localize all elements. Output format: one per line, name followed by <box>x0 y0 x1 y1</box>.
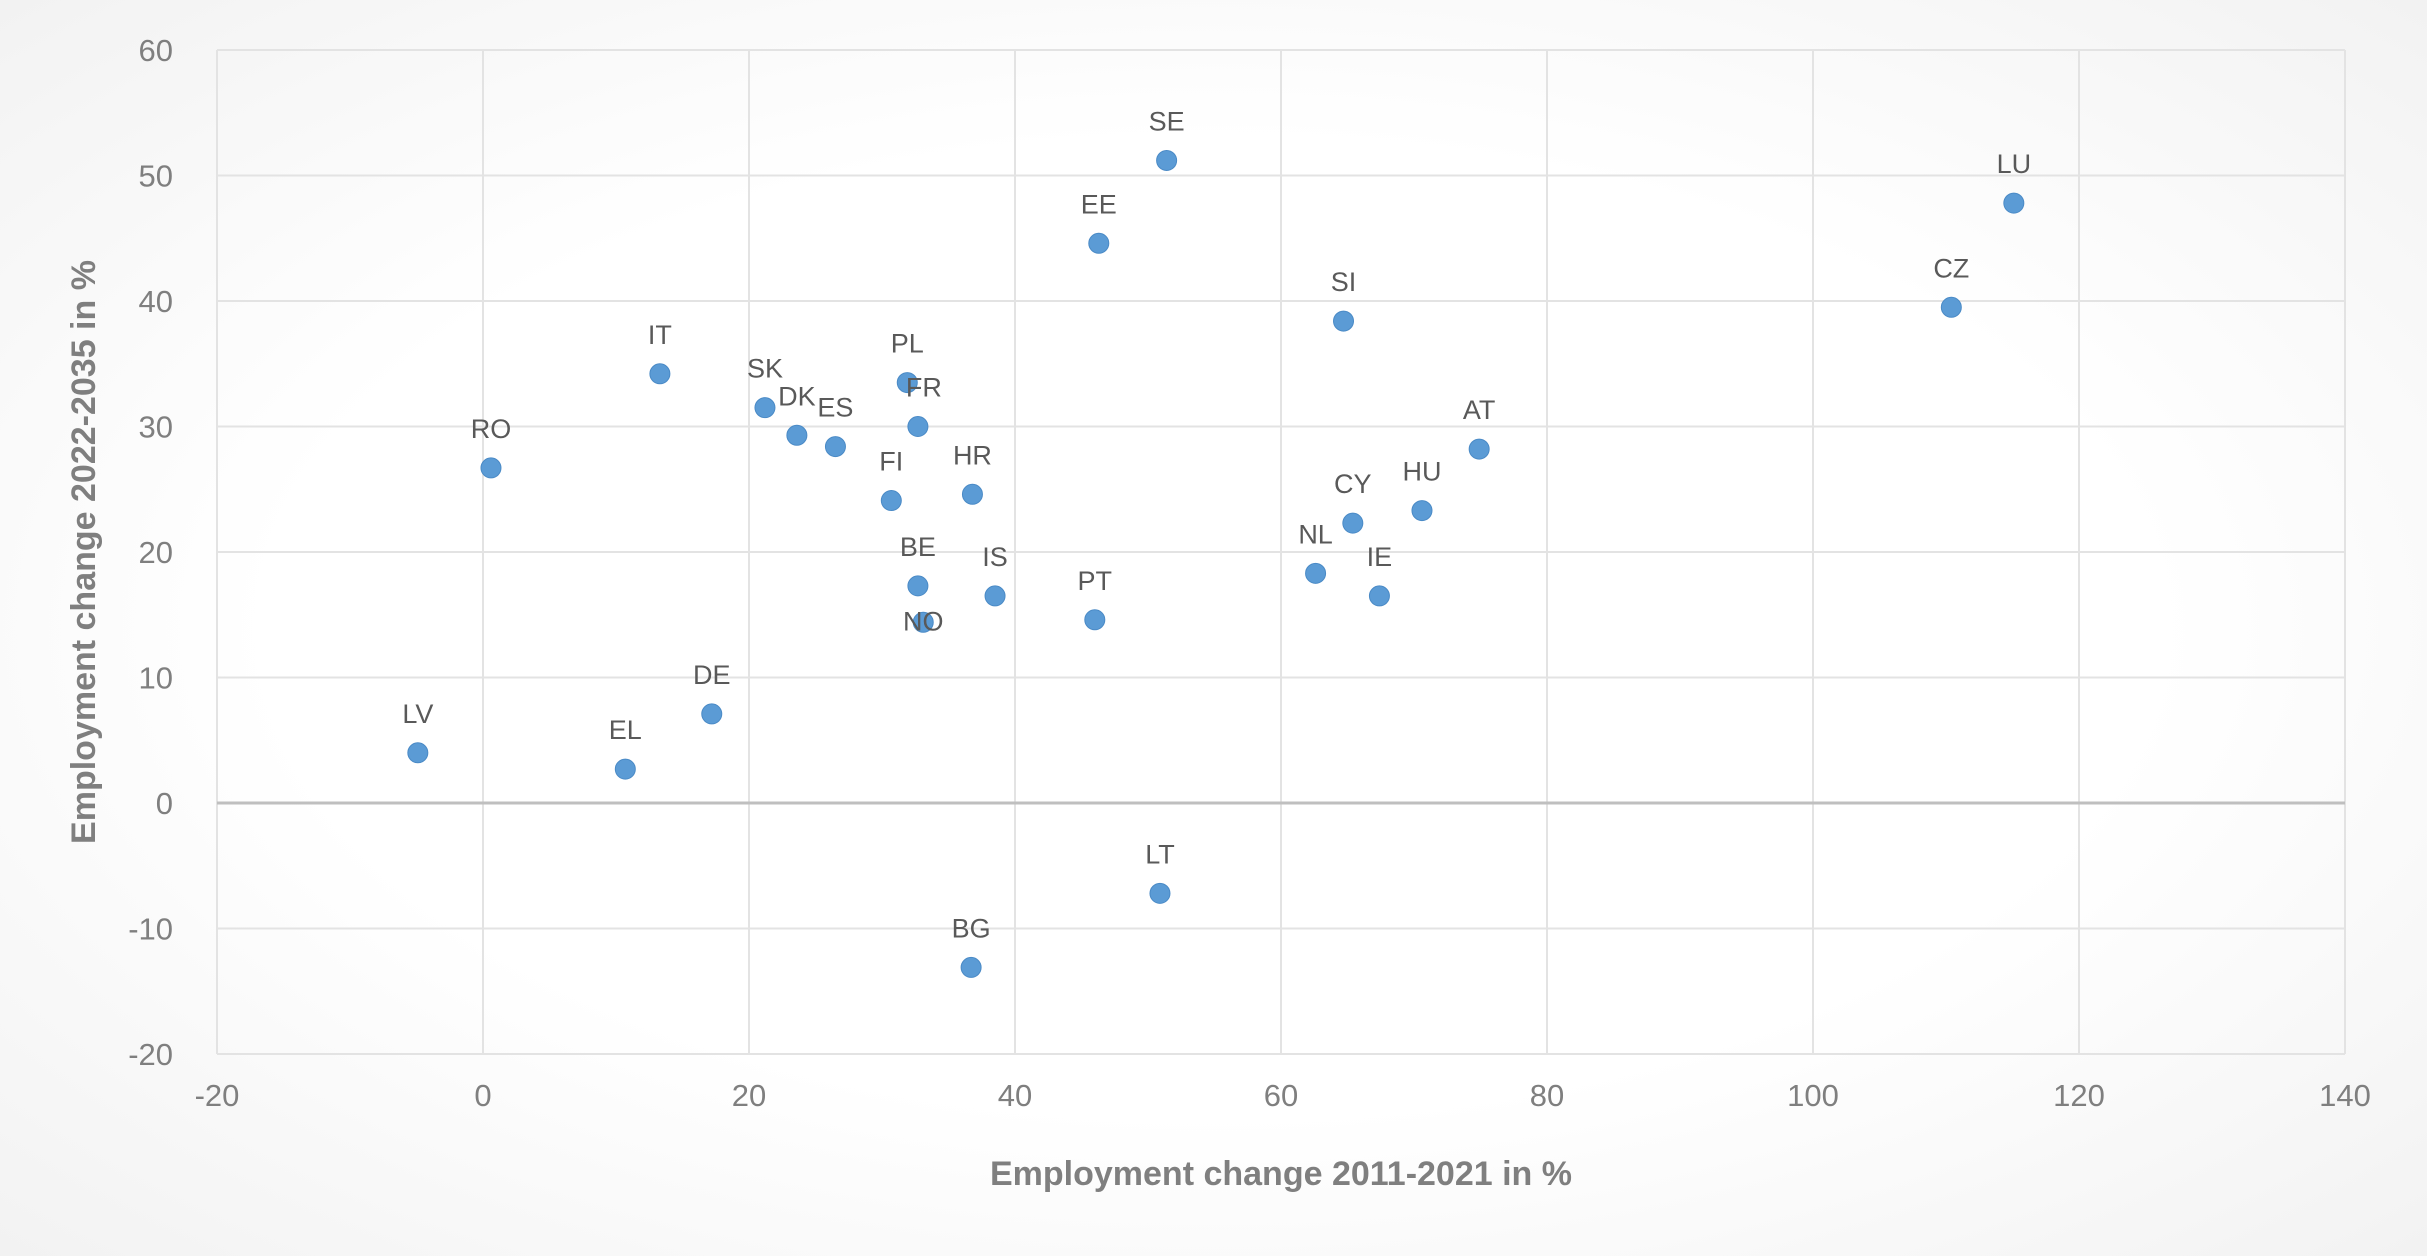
data-label: IE <box>1367 542 1393 572</box>
data-point-lu <box>2003 192 2025 214</box>
data-label: EL <box>609 715 642 745</box>
data-point-ro <box>480 457 502 479</box>
data-label: FI <box>879 447 903 477</box>
data-point-it <box>649 363 671 385</box>
data-point-el <box>614 758 636 780</box>
data-label: HR <box>953 440 992 470</box>
x-tick-label: 80 <box>1530 1078 1564 1113</box>
y-tick-label: 20 <box>139 535 173 570</box>
data-point-pt <box>1084 609 1106 631</box>
y-axis-title: Employment change 2022-2035 in % <box>65 260 103 844</box>
data-point-at <box>1468 438 1490 460</box>
data-point-hr <box>961 483 983 505</box>
data-label: LU <box>1997 149 2032 179</box>
data-label: DE <box>693 660 731 690</box>
data-point-nl <box>1305 562 1327 584</box>
x-axis-title: Employment change 2011-2021 in % <box>990 1155 1572 1193</box>
data-point-cy <box>1342 512 1364 534</box>
y-tick-label: 50 <box>139 159 173 194</box>
tick-labels: -20 0 20 40 60 80 100 120 140 -20 -10 0 10 20 30 40 50 60 <box>128 33 2371 1113</box>
data-label: BE <box>900 532 936 562</box>
y-tick-label: -20 <box>128 1037 173 1072</box>
data-point-de <box>701 703 723 725</box>
x-tick-label: 0 <box>474 1078 491 1113</box>
data-label: CY <box>1334 469 1372 499</box>
data-point-lv <box>407 742 429 764</box>
gridlines <box>216 49 2346 1055</box>
y-tick-label: 40 <box>139 284 173 319</box>
data-label: BG <box>952 913 991 943</box>
y-tick-label: -10 <box>128 912 173 947</box>
x-tick-label: 100 <box>1787 1078 1839 1113</box>
data-point-no <box>912 611 934 633</box>
data-label: EE <box>1081 189 1117 219</box>
data-point-is <box>984 585 1006 607</box>
data-label: AT <box>1463 395 1496 425</box>
data-label: IT <box>648 320 672 350</box>
y-tick-label: 60 <box>139 33 173 68</box>
data-point-be <box>907 575 929 597</box>
data-point-bg <box>960 956 982 978</box>
data-label: NL <box>1298 519 1333 549</box>
x-tick-label: 40 <box>998 1078 1032 1113</box>
data-label: HU <box>1402 457 1441 487</box>
data-label: SE <box>1149 106 1185 136</box>
data-label: LV <box>402 699 433 729</box>
data-point-fi <box>880 490 902 512</box>
data-point-ie <box>1368 585 1390 607</box>
x-tick-label: 60 <box>1264 1078 1298 1113</box>
y-tick-label: 10 <box>139 661 173 696</box>
data-label: SI <box>1331 267 1357 297</box>
data-point-sk <box>754 397 776 419</box>
y-tick-label: 0 <box>156 786 173 821</box>
data-label: NO <box>903 606 944 636</box>
data-point-ee <box>1088 232 1110 254</box>
data-point-fr <box>907 416 929 437</box>
y-tick-label: 30 <box>139 410 173 445</box>
data-point-lt <box>1149 882 1171 904</box>
data-point-hu <box>1411 500 1433 522</box>
data-label: PT <box>1078 566 1113 596</box>
data-point-dk <box>786 424 808 446</box>
data-point-si <box>1333 310 1355 332</box>
data-label: ES <box>817 393 853 423</box>
data-label: PL <box>891 329 924 359</box>
data-label: FR <box>906 373 942 403</box>
data-label: LT <box>1145 839 1175 869</box>
x-tick-label: 20 <box>732 1078 766 1113</box>
data-label: RO <box>471 414 512 444</box>
x-tick-label: 120 <box>2053 1078 2105 1113</box>
x-tick-label: 140 <box>2319 1078 2371 1113</box>
data-point-pl <box>896 372 918 394</box>
data-label: DK <box>778 381 816 411</box>
data-point-es <box>824 436 846 458</box>
data-label: IS <box>982 542 1008 572</box>
data-label: CZ <box>1933 253 1969 283</box>
data-point-cz <box>1940 296 1962 318</box>
data-label: SK <box>747 354 783 384</box>
data-point-se <box>1156 149 1178 171</box>
x-tick-label: -20 <box>195 1078 240 1113</box>
